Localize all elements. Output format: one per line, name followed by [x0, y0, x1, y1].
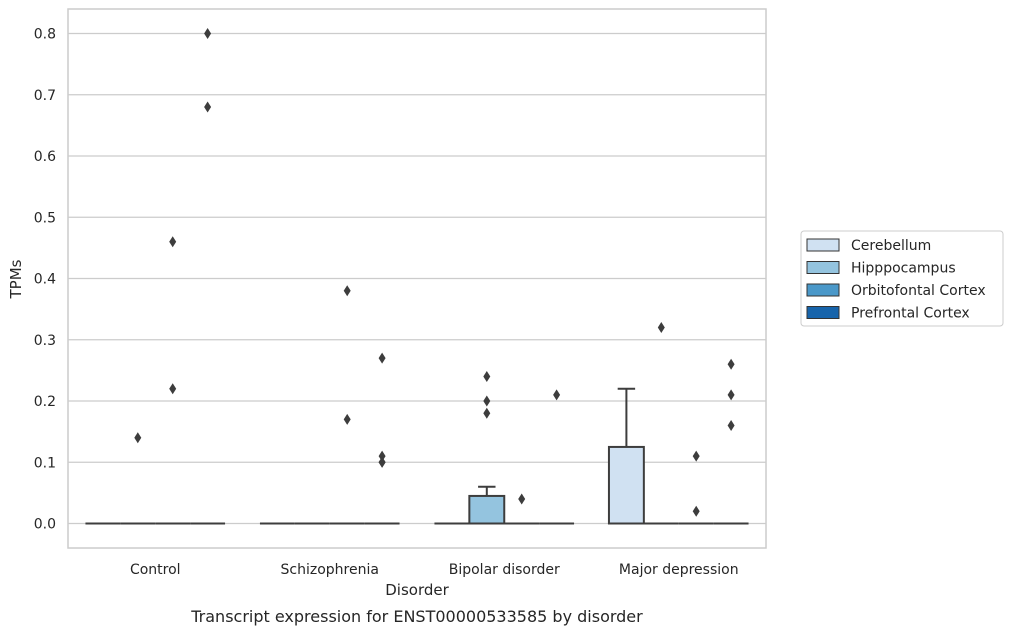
outlier-point: [378, 456, 386, 468]
box-orbitofontal-cortex: [504, 493, 540, 525]
outlier-point: [343, 285, 351, 297]
box-hipppocampus: [643, 322, 679, 525]
y-tick-label: 0.5: [34, 210, 56, 226]
legend-swatch: [806, 261, 840, 274]
y-axis-ticks: 0.0 0.1 0.2 0.3 0.4 0.5 0.6 0.7 0.8: [34, 27, 56, 533]
x-tick-label: Control: [130, 562, 181, 578]
box-hipppocampus: [468, 371, 506, 525]
y-axis-label: TPMs: [7, 259, 25, 299]
box-orbitofontal-cortex: [678, 450, 714, 525]
outlier-point: [518, 493, 526, 505]
y-tick-label: 0.6: [34, 149, 56, 165]
outlier-point: [692, 450, 700, 462]
outlier-point: [692, 505, 700, 517]
x-axis-ticks: Control Schizophrenia Bipolar disorder Majo…: [130, 562, 739, 578]
box-orbitofontal-cortex: [155, 236, 191, 525]
outlier-point: [483, 407, 491, 419]
plot-area-frame: [67, 8, 767, 549]
outlier-point: [727, 420, 735, 431]
box-prefrontal-cortex: [713, 358, 749, 525]
box-hipppocampus: [120, 432, 156, 525]
x-tick-label: Schizophrenia: [281, 562, 379, 578]
y-tick-label: 0.4: [34, 272, 56, 288]
legend: Cerebellum Hipppocampus Orbitofontal Corte…: [800, 230, 1004, 327]
y-tick-label: 0.3: [34, 333, 56, 349]
x-tick-label: Major depression: [619, 562, 739, 578]
outlier-point: [134, 432, 142, 444]
outlier-point: [204, 101, 212, 113]
outlier-point: [657, 322, 665, 333]
y-tick-label: 0.1: [34, 455, 56, 471]
x-axis-label: Disorder: [385, 581, 449, 599]
outlier-point: [378, 352, 386, 364]
box-prefrontal-cortex: [364, 352, 400, 525]
legend-swatch: [806, 238, 840, 252]
outlier-point: [727, 389, 735, 401]
legend-label: Hipppocampus: [851, 261, 956, 277]
legend-label: Cerebellum: [851, 238, 931, 254]
box-prefrontal-cortex: [190, 28, 226, 525]
legend-swatch: [806, 306, 840, 319]
legend-swatch: [806, 283, 840, 297]
legend-frame: [800, 230, 1004, 327]
box-cerebellum: [607, 387, 645, 525]
box-plot-boxes: [85, 28, 749, 525]
y-tick-label: 0.0: [34, 517, 56, 533]
outlier-point: [169, 236, 177, 248]
outlier-point: [204, 28, 212, 39]
outlier-point: [553, 389, 561, 401]
outlier-point: [727, 358, 735, 370]
legend-label: Prefrontal Cortex: [851, 306, 970, 322]
outlier-point: [343, 413, 351, 425]
box-orbitofontal-cortex: [329, 285, 365, 525]
y-tick-label: 0.2: [34, 394, 56, 410]
box-body: [607, 445, 645, 525]
outlier-point: [483, 395, 491, 407]
y-tick-label: 0.7: [34, 88, 56, 104]
chart-caption: Transcript expression for ENST0000053358…: [190, 607, 643, 626]
y-tick-label: 0.8: [34, 27, 56, 43]
x-tick-label: Bipolar disorder: [449, 562, 560, 578]
box-body: [468, 494, 506, 525]
outlier-point: [378, 450, 386, 462]
outlier-point: [169, 383, 177, 395]
outlier-point: [483, 371, 491, 382]
legend-label: Orbitofontal Cortex: [851, 283, 986, 299]
box-prefrontal-cortex: [539, 389, 575, 525]
